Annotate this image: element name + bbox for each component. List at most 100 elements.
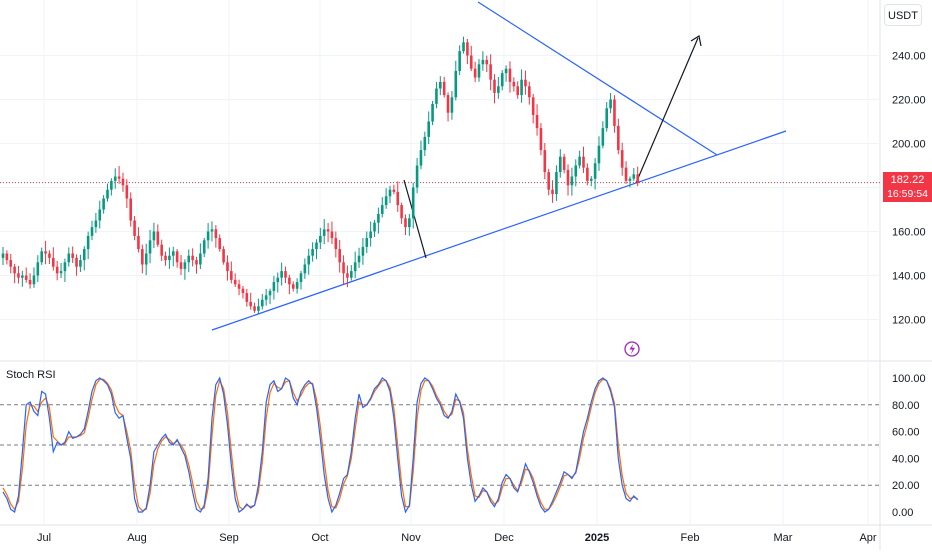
candle-body [303, 264, 307, 274]
candle-body [284, 271, 287, 278]
candle-body [524, 79, 527, 87]
projection-arrow [635, 37, 699, 184]
candle-body [462, 42, 465, 52]
candle-body [497, 86, 500, 93]
candle-body [86, 235, 90, 250]
candle-body [226, 262, 229, 272]
candle-body [311, 249, 314, 256]
candle-body [624, 167, 628, 181]
time-tick-label: Jul [37, 532, 51, 544]
candle-body [288, 277, 291, 285]
candle-body [90, 227, 94, 236]
candle-body [121, 178, 125, 186]
candle-body [299, 273, 303, 283]
candle-body [125, 185, 129, 199]
lightning-icon[interactable] [624, 341, 640, 357]
candle-body [222, 249, 225, 263]
time-tick-label: Sep [219, 532, 239, 544]
candle-body [431, 103, 434, 122]
time-tick-label: Nov [401, 532, 421, 544]
lightning-icon-bolt [629, 343, 635, 355]
candle-body [423, 136, 427, 151]
candle-body [466, 42, 469, 56]
candle-body [636, 174, 639, 184]
candle-body [5, 253, 9, 261]
candle-body [477, 64, 481, 78]
candle-body [102, 198, 105, 210]
candle-body [555, 172, 558, 195]
candle-body [346, 273, 349, 278]
candle-body [48, 253, 51, 258]
stoch-rsi-d-line [2, 378, 638, 512]
ascending-trendline [211, 130, 787, 331]
candle-body [516, 86, 520, 96]
stoch-rsi-axis[interactable]: 0.00 20.00 40.00 60.00 80.00 100.00 [892, 373, 926, 519]
candle-body [179, 262, 183, 269]
candle-body [539, 128, 543, 151]
time-tick-label: Apr [859, 532, 876, 544]
candle-body [52, 257, 55, 267]
candle-body [67, 253, 71, 263]
candle-body [326, 229, 330, 232]
candle-body [620, 150, 624, 168]
candle-body [628, 178, 632, 181]
candle-body [578, 156, 581, 166]
price-tick-label: 240.00 [892, 51, 926, 63]
candle-body [613, 99, 616, 126]
time-axis[interactable]: Jul Aug Sep Oct Nov Dec 2025 Feb Mar Apr [37, 532, 877, 544]
candle-body [21, 275, 24, 278]
candle-body [330, 231, 334, 239]
candle-body [365, 238, 369, 247]
candle-body [110, 180, 113, 190]
candle-body [531, 97, 535, 115]
candle-body [148, 240, 152, 254]
candle-body [264, 295, 268, 300]
candle-body [82, 249, 86, 261]
currency-badge[interactable]: USDT [884, 4, 922, 26]
candle-body [171, 251, 175, 256]
candle-body [55, 266, 59, 274]
candle-body [75, 257, 78, 267]
candle-body [586, 167, 589, 181]
candle-body [435, 88, 438, 104]
candle-body [322, 229, 326, 236]
candle-body [369, 231, 372, 239]
candle-body [450, 97, 454, 113]
indicator-title[interactable]: Stoch RSI [6, 369, 56, 381]
icon-layer[interactable] [624, 341, 640, 357]
candle-body [547, 172, 550, 190]
candle-body [605, 108, 609, 129]
time-tick-label: Aug [127, 532, 147, 544]
candle-body [276, 277, 280, 283]
last-price-value: 182.22 [890, 174, 925, 186]
candle-body [617, 125, 620, 151]
price-tick-label: 120.00 [892, 315, 926, 327]
time-tick-label: Dec [494, 532, 514, 544]
candle-body [59, 271, 63, 274]
candle-body [350, 271, 353, 278]
candle-body [268, 290, 272, 296]
time-tick-label: Feb [681, 532, 700, 544]
time-tick-label: Oct [311, 532, 328, 544]
drawing-layer[interactable] [211, 1, 787, 331]
candle-body [508, 68, 512, 82]
candle-body [237, 284, 241, 289]
candle-body [400, 205, 403, 219]
candle-body [9, 260, 13, 267]
candle-body [257, 306, 260, 311]
projection-arrow-head [690, 35, 702, 47]
candle-body [32, 275, 36, 285]
candle-body [609, 99, 612, 109]
candle-body [24, 275, 28, 280]
candle-body [446, 95, 450, 113]
candle-body [408, 218, 411, 228]
candle-body [319, 235, 322, 243]
price-tick-label: 220.00 [892, 95, 926, 107]
candle-body [384, 196, 388, 206]
candle-body [504, 68, 508, 74]
candle-body [164, 255, 167, 261]
candle-body [253, 306, 256, 311]
candle-body [307, 255, 311, 265]
